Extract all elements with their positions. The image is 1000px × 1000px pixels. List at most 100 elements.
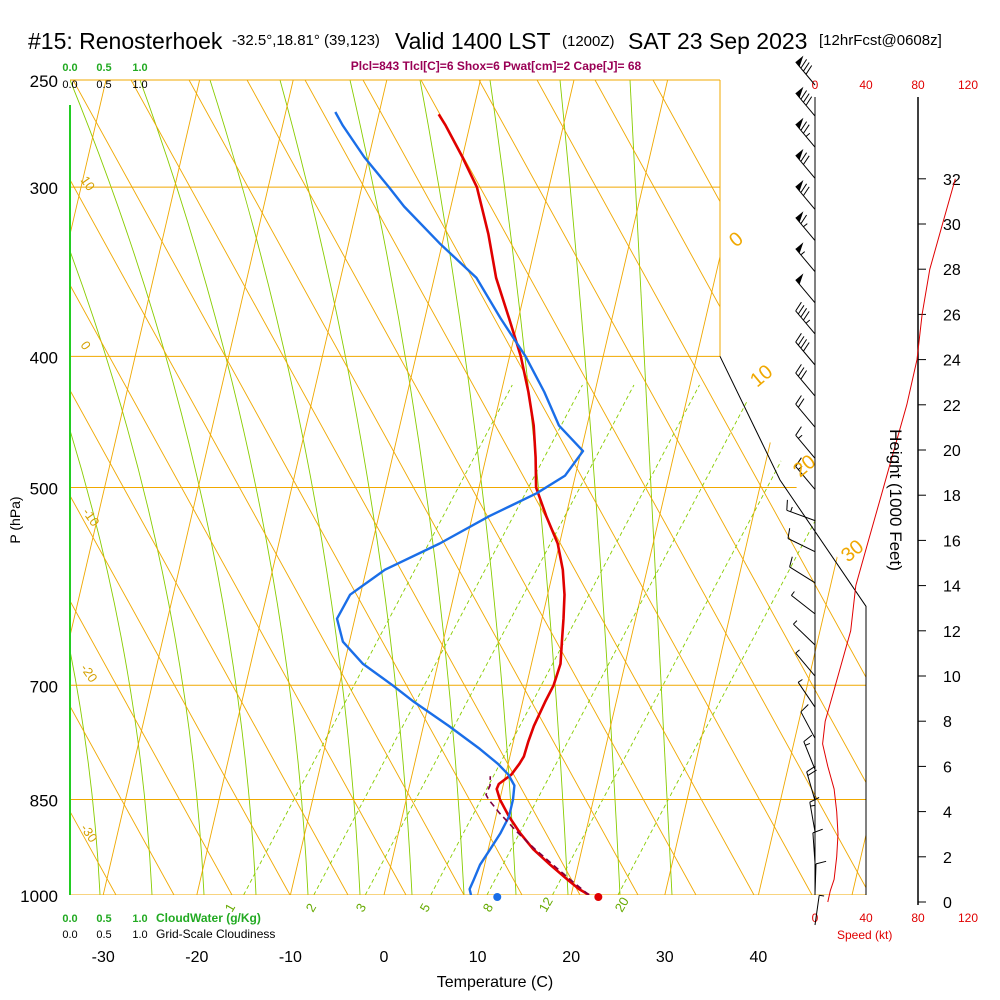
wind-barb [814, 894, 825, 926]
temperature-tick-label: -30 [92, 949, 115, 966]
wind-barb [795, 457, 816, 490]
dry-adiabat-line [641, 80, 866, 895]
wind-barb [795, 148, 816, 179]
dry-adiabat-line [235, 80, 697, 895]
height-tick-label: 22 [943, 398, 961, 415]
cloudiness-bottom-tick: 0.5 [96, 929, 111, 941]
mixing-ratio-label: 5 [417, 901, 434, 915]
height-tick-label: 28 [943, 262, 961, 279]
station-coords: -32.5°,18.81° (39,123) [232, 32, 380, 49]
dry-adiabat-line [409, 80, 866, 895]
pressure-tick-label: 850 [30, 791, 58, 810]
cloudwater-bottom-tick: 1.0 [132, 913, 147, 925]
dry-adiabat-line [70, 80, 117, 895]
cloudwater-label: CloudWater (g/Kg) [156, 911, 261, 925]
wind-barb [797, 679, 816, 708]
wind-barb [809, 797, 820, 832]
dry-adiabat-line [293, 80, 755, 895]
speed-axis-label: Speed (kt) [837, 928, 892, 942]
plot-frame [69, 79, 867, 895]
mixing-ratio-line [486, 384, 757, 895]
cloudiness-top-tick: 1.0 [132, 79, 147, 91]
height-tick-label: 26 [943, 307, 961, 324]
isotherm-line [0, 80, 12, 895]
cloudwater-top-tick: 0.5 [96, 62, 111, 74]
mixing-ratio-label: 2 [303, 901, 320, 915]
wind-barb [803, 734, 816, 770]
sounding-traces [334, 111, 590, 895]
axis-text: Plcl=843 Tlcl[C]=6 Shox=6 Pwat[cm]=2 Cap… [7, 59, 905, 991]
dry-adiabat-line [70, 80, 349, 895]
wind-barb [795, 649, 816, 677]
isotherm-line [851, 80, 866, 895]
cloudwater-bottom-tick: 0.0 [62, 913, 77, 925]
temperature-tick-label: 20 [562, 949, 580, 966]
speed-bottom-tick: 40 [859, 911, 873, 925]
wind-height-panel: 0 40 80 1200 40 80 120024681012141618202224262… [786, 55, 978, 926]
wind-speed-profile [822, 178, 956, 903]
mixing-ratio-line [364, 384, 635, 895]
pressure-tick-label: 500 [30, 480, 58, 499]
cloudiness-label: Grid-Scale Cloudiness [156, 927, 275, 941]
wind-barb [795, 55, 816, 86]
mixing-ratio-label: 20 [612, 894, 632, 914]
height-tick-label: 32 [943, 172, 961, 189]
station-name: #15: Renosterhoek [28, 28, 223, 54]
dry-adiabat-line [70, 80, 465, 895]
wind-barb [806, 765, 817, 801]
theta-label: 30 [837, 536, 868, 567]
wind-barb [795, 395, 816, 428]
height-tick-label: 0 [943, 895, 952, 912]
speed-top-tick: 40 [859, 78, 873, 92]
forecast-date: SAT 23 Sep 2023 [628, 28, 808, 54]
speed-top-tick: 120 [958, 78, 978, 92]
mixing-ratio-line [617, 384, 866, 895]
wind-barb [791, 591, 816, 615]
dry-adiabat-label: -20 [78, 661, 101, 685]
speed-bottom-tick: 120 [958, 911, 978, 925]
temperature-tick-label: -10 [279, 949, 302, 966]
wind-barb [795, 180, 816, 210]
theta-label: 20 [789, 451, 820, 482]
height-tick-label: 20 [943, 443, 961, 460]
pressure-tick-label: 250 [30, 72, 58, 91]
tropopause-boundary [719, 356, 867, 895]
parcel-trace [485, 776, 590, 895]
theta-label: 0 [725, 228, 748, 252]
temperature-tick-label: 0 [380, 949, 389, 966]
cloudwater-bottom-tick: 0.5 [96, 913, 111, 925]
dry-adiabat-label: -10 [80, 505, 103, 529]
temperature-tick-label: 10 [469, 949, 487, 966]
height-tick-label: 2 [943, 850, 952, 867]
wind-barb [795, 273, 816, 304]
mixing-ratio-line [313, 384, 583, 895]
cloudiness-top-tick: 0.0 [62, 79, 77, 91]
mixing-ratio-label: 12 [536, 894, 556, 914]
surface-dewpoint-dot [493, 893, 502, 901]
cloudiness-bottom-tick: 0.0 [62, 929, 77, 941]
cloudiness-bottom-tick: 1.0 [132, 929, 147, 941]
speed-bottom-tick: 0 [812, 911, 819, 925]
dry-adiabat-line [467, 80, 866, 895]
wind-barb [812, 828, 823, 863]
dry-adiabat-line [70, 80, 407, 895]
pressure-tick-label: 700 [30, 677, 58, 696]
temperature-tick-label: 30 [656, 949, 674, 966]
dry-adiabat-line [351, 80, 813, 895]
indices-text: Plcl=843 Tlcl[C]=6 Shox=6 Pwat[cm]=2 Cap… [351, 59, 642, 73]
pressure-tick-label: 400 [30, 348, 58, 367]
mixing-ratio-line [430, 384, 700, 895]
wind-barb [795, 426, 816, 459]
wind-barb [795, 301, 816, 335]
height-tick-label: 6 [943, 759, 952, 776]
cloudwater-top-tick: 1.0 [132, 62, 147, 74]
height-tick-label: 24 [943, 353, 961, 370]
valid-time: Valid 1400 LST [395, 28, 551, 54]
dry-adiabat-line [70, 80, 523, 895]
dry-adiabat-line [70, 80, 291, 895]
guide-lines [0, 80, 866, 895]
utc-time: (1200Z) [562, 33, 615, 50]
height-tick-label: 14 [943, 579, 961, 596]
dry-adiabat-line [119, 80, 581, 895]
